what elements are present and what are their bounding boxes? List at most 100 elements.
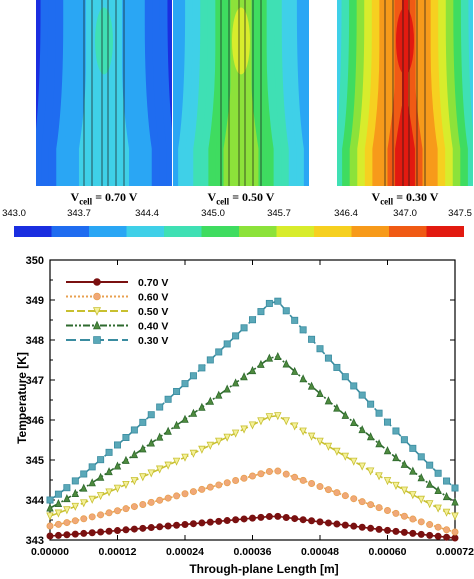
data-point-marker [282, 359, 290, 368]
colorbar-tick: 347.0 [393, 208, 417, 219]
data-point-marker [299, 427, 307, 436]
data-point-marker [358, 391, 366, 399]
data-point-marker [215, 437, 223, 446]
data-point-marker [206, 483, 214, 491]
data-point-marker [451, 484, 459, 492]
data-point-marker [198, 519, 206, 527]
data-point-marker [130, 525, 138, 533]
data-point-marker [198, 364, 206, 372]
data-point-marker [63, 531, 71, 539]
data-point-marker [46, 503, 54, 512]
data-point-marker [434, 504, 442, 513]
data-point-marker [426, 531, 434, 539]
data-point-marker [274, 467, 282, 475]
data-point-marker [417, 530, 425, 538]
data-point-marker [434, 532, 442, 540]
data-point-marker [358, 462, 366, 471]
data-point-marker [147, 524, 155, 532]
data-point-marker [350, 495, 358, 503]
data-point-marker [434, 523, 442, 531]
data-point-marker [223, 479, 231, 487]
legend-item: 0.60 V [66, 292, 168, 304]
data-point-marker [417, 495, 425, 504]
data-point-marker [392, 427, 400, 435]
data-point-marker [105, 509, 113, 517]
legend: 0.70 V 0.60 V 0.50 V 0.40 V 0.30 V [66, 277, 168, 347]
data-point-marker [341, 521, 349, 529]
data-point-marker [257, 359, 265, 368]
data-point-marker [383, 507, 391, 515]
data-point-marker [291, 515, 299, 523]
legend-item: 0.70 V [66, 277, 168, 289]
contour-band [395, 0, 415, 186]
data-point-marker [206, 396, 215, 405]
data-point-marker [113, 484, 122, 493]
data-point-marker [198, 402, 206, 411]
colorbar [14, 226, 464, 237]
series-0-50V [46, 412, 459, 521]
data-point-marker [114, 507, 122, 515]
data-point-marker [223, 433, 231, 442]
data-point-marker [400, 486, 409, 495]
contour-band [231, 0, 251, 186]
data-point-marker [443, 477, 451, 485]
data-point-marker [122, 433, 130, 441]
data-point-marker [240, 324, 248, 332]
data-point-marker [240, 425, 248, 434]
data-point-marker [172, 457, 181, 466]
data-point-marker [232, 477, 240, 485]
data-point-marker [215, 517, 223, 525]
data-point-marker [333, 489, 341, 497]
data-point-marker [341, 410, 350, 419]
data-point-marker [232, 332, 240, 340]
data-point-marker [147, 498, 155, 506]
data-point-marker [257, 470, 265, 478]
data-point-marker [375, 439, 383, 448]
data-point-marker [443, 533, 451, 541]
data-point-marker [324, 354, 332, 362]
data-point-marker [71, 530, 79, 538]
data-point-marker [316, 437, 324, 446]
data-point-marker [383, 526, 391, 534]
data-point-marker [63, 506, 71, 515]
data-point-marker [71, 488, 80, 497]
data-point-marker [88, 495, 96, 504]
data-point-marker [215, 481, 223, 489]
data-point-marker [80, 529, 88, 537]
data-point-marker [442, 508, 451, 517]
series-0-60V [46, 467, 459, 536]
series-line [49, 470, 456, 533]
colorbar-segment [51, 226, 90, 237]
data-point-marker [122, 505, 130, 513]
data-point-marker [156, 496, 164, 504]
colorbar-tick: 343.7 [67, 208, 91, 219]
data-point-marker [409, 491, 417, 500]
data-point-marker [93, 278, 101, 286]
data-point-marker [181, 520, 189, 528]
data-point-marker [290, 422, 299, 431]
data-point-marker [231, 429, 240, 438]
data-point-marker [54, 509, 63, 518]
data-point-marker [164, 395, 172, 403]
data-point-marker [274, 351, 282, 360]
data-point-marker [139, 524, 147, 532]
data-point-marker [189, 449, 198, 458]
data-point-marker [240, 474, 248, 482]
y-tick-label: 344 [26, 495, 45, 507]
data-point-marker [46, 512, 54, 521]
data-point-marker [383, 477, 392, 486]
legend-label: 0.50 V [138, 306, 168, 318]
colorbar-segment [14, 226, 53, 237]
data-point-marker [451, 497, 459, 506]
data-point-marker [92, 307, 102, 316]
data-point-marker [248, 316, 256, 324]
data-point-marker [173, 387, 181, 395]
x-tick-label: 0.00060 [369, 546, 407, 558]
data-point-marker [156, 403, 164, 411]
data-point-marker [46, 532, 54, 540]
data-point-marker [181, 490, 189, 498]
data-point-marker [341, 492, 349, 500]
data-point-marker [324, 486, 332, 494]
data-point-marker [130, 450, 139, 459]
panel-label-1: Vcell = 0.70 V [70, 190, 138, 207]
